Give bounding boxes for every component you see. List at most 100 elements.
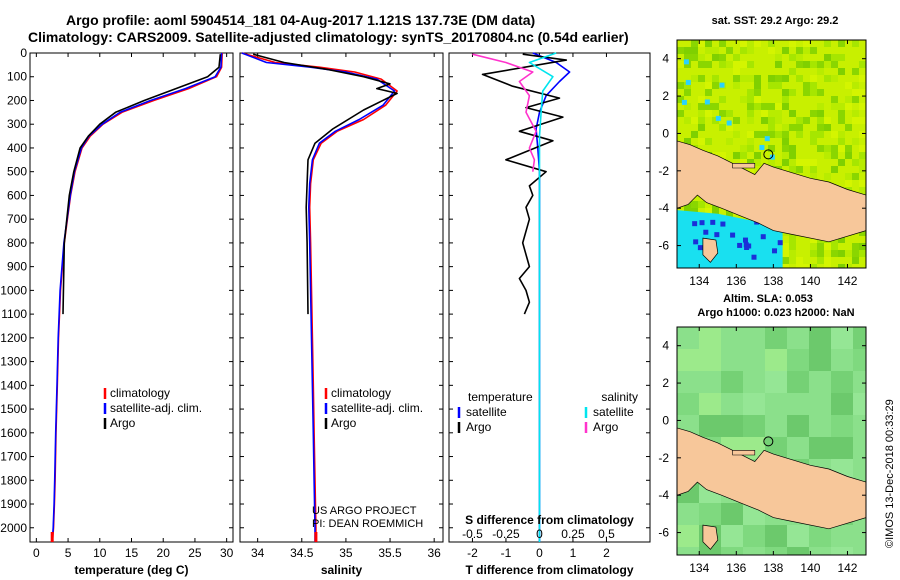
field-cell: [796, 47, 803, 54]
y-tick-label: 1200: [0, 331, 27, 345]
field-cell: [824, 152, 831, 159]
field-cell: [845, 145, 852, 152]
field-cell: [691, 201, 698, 208]
field-cell: [831, 547, 853, 555]
field-cell: [796, 159, 803, 166]
map-frame: [676, 326, 867, 556]
field-cell: [810, 264, 817, 268]
cold-cell: [772, 248, 778, 254]
field-cell: [803, 159, 810, 166]
field-cell: [719, 40, 726, 47]
field-cell: [817, 145, 824, 152]
copyright-label: ©IMOS 13-Dec-2018 00:33:29: [884, 399, 896, 548]
field-cell: [810, 159, 817, 166]
field-cell: [796, 257, 803, 264]
x-axis-label: salinity: [321, 563, 363, 577]
field-cell: [684, 117, 691, 124]
lon-tick-label: 138: [763, 274, 783, 288]
field-cell: [796, 117, 803, 124]
series-salinity-satellite: [528, 52, 557, 542]
lon-tick-label: 136: [726, 274, 746, 288]
legend-label: Argo: [593, 420, 619, 434]
field-cell: [852, 96, 859, 103]
field-cell: [747, 166, 754, 173]
field-cell: [789, 166, 796, 173]
field-cell: [747, 131, 754, 138]
field-cell: [810, 243, 817, 250]
field-cell: [677, 525, 699, 547]
cold-cell: [692, 221, 698, 227]
field-cell: [705, 61, 712, 68]
field-cell: [810, 110, 817, 117]
field-cell: [796, 166, 803, 173]
field-cell: [684, 47, 691, 54]
field-cell: [705, 103, 712, 110]
field-cell: [677, 110, 684, 117]
field-cell: [782, 145, 789, 152]
field-cell: [775, 110, 782, 117]
field-cell: [810, 47, 817, 54]
field-cell: [712, 54, 719, 61]
field-cell: [817, 257, 824, 264]
field-cell: [789, 236, 796, 243]
lat-tick-label: 2: [662, 376, 669, 390]
field-cell: [699, 327, 721, 349]
field-cell: [782, 75, 789, 82]
field-cell: [705, 110, 712, 117]
series-temperature-argo: [481, 53, 568, 315]
field-cell: [810, 89, 817, 96]
x-tick-label: 30: [220, 546, 234, 560]
legend-header-salinity: salinity: [601, 390, 638, 404]
field-cell: [698, 138, 705, 145]
field-cell: [859, 89, 866, 96]
lon-tick-label: 140: [800, 561, 820, 575]
field-cell: [699, 349, 721, 371]
y-tick-label: 200: [7, 93, 27, 107]
field-cell: [705, 89, 712, 96]
cool-cell: [681, 99, 687, 105]
legend-label: climatology: [331, 386, 391, 400]
field-cell: [782, 250, 789, 257]
field-cell: [845, 103, 852, 110]
field-cell: [845, 173, 852, 180]
field-cell: [789, 68, 796, 75]
legend-label: Argo: [110, 416, 136, 430]
field-cell: [852, 138, 859, 145]
field-cell: [859, 229, 866, 236]
field-cell: [740, 47, 747, 54]
series-satellite-adj-clim-: [241, 52, 396, 542]
sla-map-subtitle: Argo h1000: 0.023 h2000: NaN: [697, 307, 854, 319]
field-cell: [810, 82, 817, 89]
x-tick-label: 10: [93, 546, 107, 560]
field-cell: [740, 61, 747, 68]
field-cell: [789, 145, 796, 152]
field-cell: [859, 166, 866, 173]
field-cell: [768, 103, 775, 110]
cold-cell: [703, 229, 709, 235]
field-cell: [831, 250, 838, 257]
field-cell: [721, 547, 743, 555]
field-cell: [824, 257, 831, 264]
lat-tick-label: 2: [662, 89, 669, 103]
field-cell: [768, 110, 775, 117]
field-cell: [796, 131, 803, 138]
field-cell: [859, 152, 866, 159]
x-tick-label: 5: [65, 546, 72, 560]
field-cell: [824, 75, 831, 82]
field-cell: [743, 415, 765, 437]
field-cell: [719, 152, 726, 159]
field-cell: [817, 250, 824, 257]
field-cell: [852, 243, 859, 250]
field-cell: [733, 152, 740, 159]
field-cell: [859, 145, 866, 152]
field-cell: [765, 327, 787, 349]
lat-tick-label: -2: [658, 164, 669, 178]
field-cell: [838, 68, 845, 75]
field-cell: [817, 110, 824, 117]
field-cell: [838, 110, 845, 117]
field-cell: [726, 47, 733, 54]
lon-tick-label: 134: [689, 561, 709, 575]
field-cell: [698, 124, 705, 131]
cold-cell: [720, 221, 726, 227]
field-cell: [838, 117, 845, 124]
